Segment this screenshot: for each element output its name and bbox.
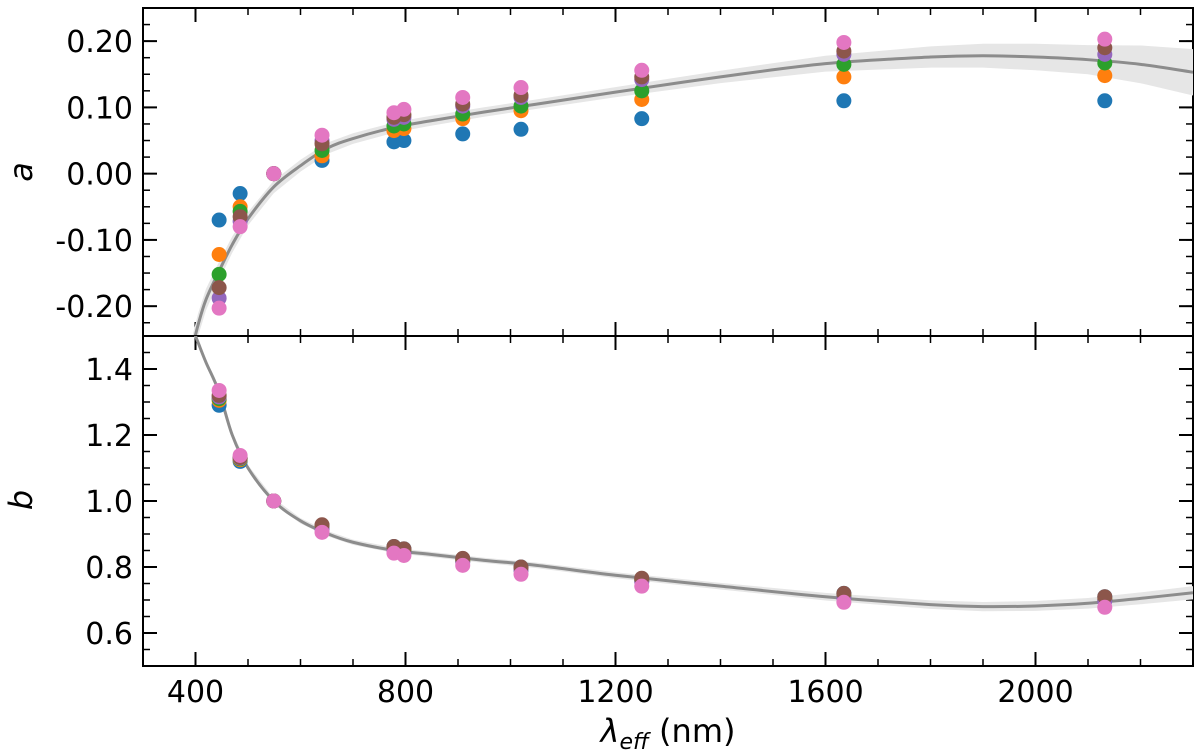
top-data-point-series-0 — [211, 212, 227, 228]
bottom-data-point-series-5 — [836, 594, 852, 610]
bottom-panel-frame — [142, 335, 1194, 667]
top-fit-uncertainty-band — [192, 43, 1193, 336]
top-data-point-series-0 — [232, 186, 248, 202]
top-data-point-series-5 — [232, 219, 248, 235]
x-axis-label: λeff (nm) — [599, 712, 736, 755]
bottom-ytick-label: 0.8 — [85, 551, 133, 586]
top-data-point-series-5 — [396, 101, 412, 117]
top-ytick-label: -0.20 — [55, 290, 133, 325]
bottom-panel-ticks: 0.6 0.8 1.0 1.2 1.4 400 800 1200 1600 2000 — [85, 335, 1194, 710]
bottom-data-point-series-5 — [634, 578, 650, 594]
bottom-fit-line — [193, 336, 1193, 609]
top-data-point-series-5 — [1097, 31, 1113, 47]
top-data-point-series-1 — [1097, 68, 1113, 84]
bottom-data-point-series-5 — [266, 493, 282, 509]
bottom-data-points — [211, 382, 1113, 615]
top-data-point-series-5 — [455, 89, 471, 105]
xtick-label: 800 — [377, 675, 434, 710]
top-data-point-series-2 — [211, 266, 227, 282]
top-ytick-label: -0.10 — [55, 224, 133, 259]
top-y-axis-label: a — [2, 162, 40, 182]
bottom-data-point-series-5 — [314, 524, 330, 540]
top-data-point-series-5 — [513, 80, 529, 96]
top-data-point-series-5 — [634, 62, 650, 78]
top-data-point-series-5 — [211, 300, 227, 316]
bottom-data-point-series-4 — [1097, 589, 1113, 605]
bottom-data-point-series-5 — [455, 557, 471, 573]
top-data-point-series-5 — [314, 127, 330, 143]
top-panel-ticks: -0.20 -0.10 0.00 0.10 0.20 — [55, 7, 1194, 336]
bottom-data-point-series-5 — [513, 566, 529, 582]
top-data-point-series-0 — [634, 111, 650, 127]
top-data-point-series-1 — [836, 69, 852, 85]
bottom-ytick-label: 0.6 — [85, 617, 133, 652]
top-data-point-series-0 — [455, 126, 471, 142]
bottom-data-point-series-5 — [1097, 599, 1113, 615]
xtick-label: 1600 — [787, 675, 863, 710]
bottom-y-axis-label: b — [2, 490, 40, 510]
top-data-point-series-0 — [513, 121, 529, 137]
top-ytick-label: 0.00 — [66, 158, 133, 193]
top-data-point-series-5 — [836, 34, 852, 50]
bottom-data-point-series-5 — [396, 547, 412, 563]
bottom-ytick-label: 1.4 — [85, 353, 133, 388]
top-data-point-series-2 — [634, 83, 650, 99]
top-fit-line — [193, 54, 1193, 336]
top-ytick-label: 0.10 — [66, 91, 133, 126]
top-data-point-series-5 — [266, 166, 282, 182]
bottom-ytick-label: 1.0 — [85, 485, 133, 520]
bottom-data-point-series-5 — [232, 447, 248, 463]
xtick-label: 400 — [167, 675, 224, 710]
bottom-panel: 0.6 0.8 1.0 1.2 1.4 400 800 1200 1600 2000 b — [2, 335, 1194, 710]
top-ytick-label: 0.20 — [66, 25, 133, 60]
top-data-point-series-0 — [836, 93, 852, 109]
bottom-fit-uncertainty-band — [194, 336, 1193, 612]
top-data-point-series-0 — [1097, 93, 1113, 109]
top-data-point-series-4 — [211, 280, 227, 296]
bottom-data-point-series-5 — [211, 382, 227, 398]
top-panel: -0.20 -0.10 0.00 0.10 0.20 a — [2, 7, 1194, 337]
xtick-label: 1200 — [577, 675, 653, 710]
bottom-ytick-label: 1.2 — [85, 419, 133, 454]
top-data-point-series-1 — [211, 246, 227, 262]
top-data-point-series-0 — [396, 133, 412, 149]
top-data-points — [211, 31, 1113, 316]
xtick-label: 2000 — [997, 675, 1073, 710]
